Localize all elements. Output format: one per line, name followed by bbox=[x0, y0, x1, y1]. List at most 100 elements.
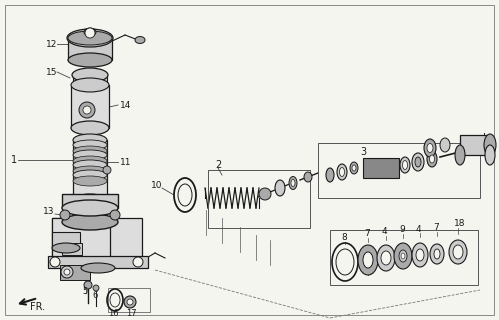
Ellipse shape bbox=[84, 28, 96, 36]
Circle shape bbox=[50, 257, 60, 267]
Ellipse shape bbox=[73, 194, 107, 206]
Ellipse shape bbox=[377, 245, 395, 271]
Ellipse shape bbox=[339, 167, 344, 177]
Ellipse shape bbox=[430, 244, 444, 264]
Ellipse shape bbox=[68, 31, 112, 45]
Ellipse shape bbox=[427, 143, 433, 153]
Ellipse shape bbox=[430, 155, 435, 163]
Text: 2: 2 bbox=[215, 160, 221, 170]
Ellipse shape bbox=[336, 249, 354, 275]
Ellipse shape bbox=[71, 121, 109, 135]
Ellipse shape bbox=[73, 146, 107, 156]
Ellipse shape bbox=[62, 200, 118, 216]
Text: FR.: FR. bbox=[30, 302, 45, 312]
Text: 3: 3 bbox=[360, 147, 366, 157]
Bar bbox=[60, 265, 90, 280]
Bar bbox=[71, 85, 109, 128]
Bar bbox=[108, 288, 150, 312]
Ellipse shape bbox=[400, 157, 410, 173]
Text: 9: 9 bbox=[399, 226, 405, 235]
Ellipse shape bbox=[363, 252, 373, 268]
Ellipse shape bbox=[67, 29, 113, 47]
Ellipse shape bbox=[73, 140, 107, 150]
Ellipse shape bbox=[275, 180, 285, 196]
Ellipse shape bbox=[62, 214, 118, 230]
Bar bbox=[73, 145, 107, 151]
Circle shape bbox=[93, 285, 99, 291]
Ellipse shape bbox=[455, 145, 465, 165]
Bar bbox=[68, 38, 112, 60]
Circle shape bbox=[64, 269, 70, 275]
Ellipse shape bbox=[73, 166, 107, 176]
Circle shape bbox=[127, 299, 133, 305]
Ellipse shape bbox=[403, 161, 408, 170]
Bar bbox=[52, 218, 110, 263]
Ellipse shape bbox=[434, 249, 440, 259]
Text: 4: 4 bbox=[416, 225, 422, 234]
Ellipse shape bbox=[401, 253, 405, 259]
Circle shape bbox=[60, 210, 70, 220]
Ellipse shape bbox=[72, 68, 108, 82]
Ellipse shape bbox=[440, 138, 450, 152]
Ellipse shape bbox=[73, 79, 107, 91]
Bar bbox=[318, 143, 480, 198]
Circle shape bbox=[110, 210, 120, 220]
Ellipse shape bbox=[291, 180, 295, 187]
Ellipse shape bbox=[73, 176, 107, 186]
Text: 7: 7 bbox=[433, 223, 439, 233]
Ellipse shape bbox=[337, 164, 347, 180]
Ellipse shape bbox=[73, 156, 107, 166]
Ellipse shape bbox=[484, 134, 496, 156]
Circle shape bbox=[124, 296, 136, 308]
Ellipse shape bbox=[326, 168, 334, 182]
Ellipse shape bbox=[81, 263, 115, 273]
Bar bbox=[52, 218, 142, 263]
Circle shape bbox=[61, 266, 73, 278]
Ellipse shape bbox=[399, 250, 407, 262]
Ellipse shape bbox=[178, 184, 192, 206]
Ellipse shape bbox=[453, 245, 463, 259]
Text: 4: 4 bbox=[382, 228, 388, 236]
Bar bbox=[48, 256, 148, 268]
Ellipse shape bbox=[352, 165, 356, 171]
Text: 15: 15 bbox=[46, 68, 57, 76]
Text: 8: 8 bbox=[341, 234, 347, 243]
Ellipse shape bbox=[415, 157, 421, 167]
Text: 18: 18 bbox=[454, 220, 466, 228]
Text: 16: 16 bbox=[108, 308, 119, 317]
Ellipse shape bbox=[412, 153, 424, 171]
Text: 14: 14 bbox=[120, 100, 131, 109]
Bar bbox=[73, 175, 107, 181]
Bar bbox=[363, 158, 399, 178]
Circle shape bbox=[79, 102, 95, 118]
Ellipse shape bbox=[381, 251, 391, 265]
Bar bbox=[330, 230, 478, 285]
Text: 1: 1 bbox=[11, 155, 17, 165]
Ellipse shape bbox=[52, 243, 80, 253]
Bar bbox=[73, 155, 107, 161]
Circle shape bbox=[85, 28, 95, 38]
Text: 12: 12 bbox=[46, 39, 57, 49]
Ellipse shape bbox=[289, 177, 297, 189]
Ellipse shape bbox=[73, 160, 107, 170]
Ellipse shape bbox=[412, 243, 428, 267]
Bar bbox=[62, 194, 118, 208]
Bar bbox=[73, 140, 107, 200]
Ellipse shape bbox=[80, 257, 114, 269]
Bar bbox=[73, 75, 107, 85]
Ellipse shape bbox=[424, 139, 436, 157]
Text: 7: 7 bbox=[364, 229, 370, 238]
Ellipse shape bbox=[68, 53, 112, 67]
Ellipse shape bbox=[110, 293, 120, 307]
Ellipse shape bbox=[394, 243, 412, 269]
Ellipse shape bbox=[449, 240, 467, 264]
Circle shape bbox=[133, 257, 143, 267]
Bar bbox=[62, 243, 82, 255]
Bar bbox=[460, 135, 490, 155]
Circle shape bbox=[259, 188, 271, 200]
Bar bbox=[73, 165, 107, 171]
Text: 6: 6 bbox=[92, 291, 97, 300]
Bar bbox=[208, 170, 310, 228]
Text: 5: 5 bbox=[82, 287, 87, 297]
Text: 10: 10 bbox=[151, 180, 163, 189]
